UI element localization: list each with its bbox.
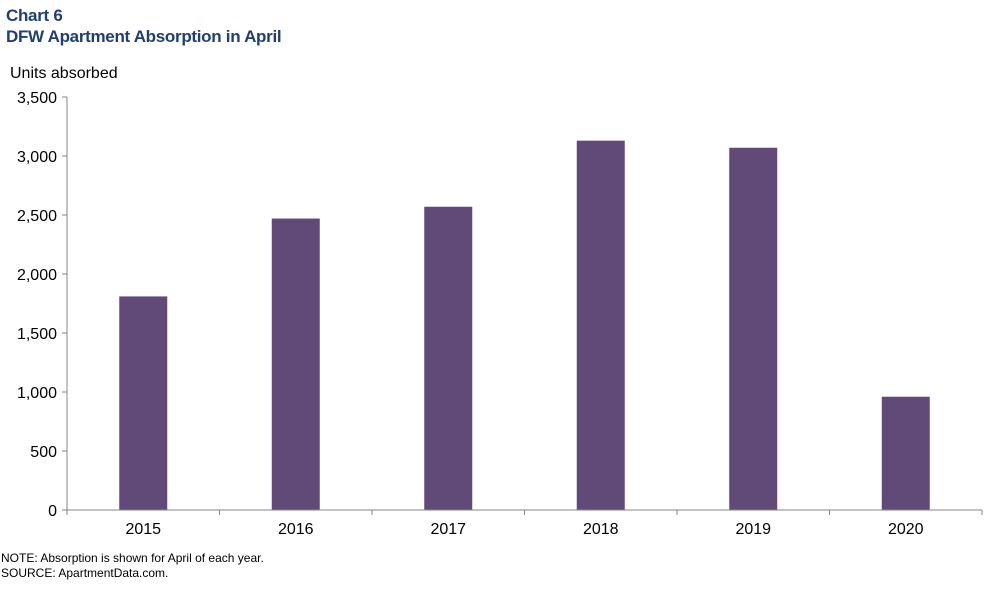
x-ticks-group: 2015 2016 2017 2018 2019 2020 xyxy=(66,510,983,538)
chart-title: DFW Apartment Absorption in April xyxy=(6,27,282,46)
source-text: SOURCE: ApartmentData.com. xyxy=(1,566,169,580)
chart-footnote: NOTE: Absorption is shown for April of e… xyxy=(1,551,264,581)
y-tick-label: 500 xyxy=(30,444,57,461)
y-axis-label: Units absorbed xyxy=(10,65,118,82)
y-tick-label: 3,500 xyxy=(17,90,57,107)
bar-2017 xyxy=(424,206,473,511)
y-ticks-group: 0 500 1,000 1,500 2,000 2,500 3,000 3,500 xyxy=(17,90,67,520)
bar-2020 xyxy=(881,396,930,510)
bar-2019 xyxy=(729,147,778,511)
note-text: NOTE: Absorption is shown for April of e… xyxy=(1,551,264,565)
bar-2016 xyxy=(271,218,320,511)
x-tick-label: 2017 xyxy=(430,521,466,538)
x-tick-label: 2015 xyxy=(125,521,161,538)
y-tick-label: 3,000 xyxy=(17,149,57,166)
chart-label: Chart 6 xyxy=(6,6,63,25)
x-tick-label: 2018 xyxy=(583,521,619,538)
y-tick-label: 1,000 xyxy=(17,385,57,402)
y-tick-label: 2,000 xyxy=(17,267,57,284)
axes-group xyxy=(66,97,982,511)
y-tick-label: 2,500 xyxy=(17,208,57,225)
y-tick-label: 0 xyxy=(48,503,57,520)
x-tick-label: 2020 xyxy=(888,521,924,538)
x-tick-label: 2019 xyxy=(735,521,771,538)
bar-2015 xyxy=(119,296,168,510)
x-tick-label: 2016 xyxy=(278,521,314,538)
y-tick-label: 1,500 xyxy=(17,326,57,343)
bar-2018 xyxy=(576,140,625,510)
bars-group xyxy=(119,140,930,511)
